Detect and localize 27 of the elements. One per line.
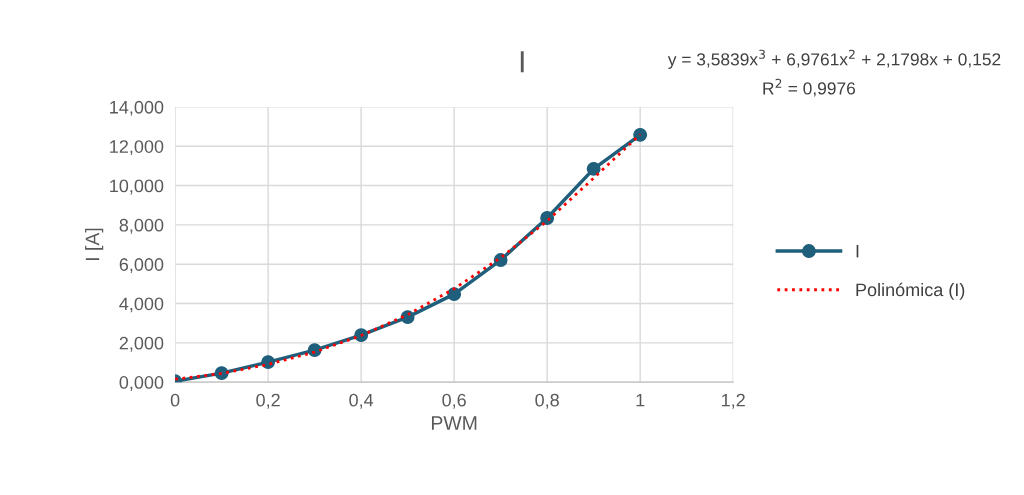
- y-tick-label: 4,000: [119, 297, 164, 313]
- x-tick-label: 0,6: [442, 393, 466, 409]
- legend-label: Polinómica (I): [856, 282, 965, 300]
- y-tick-label: 8,000: [119, 218, 164, 234]
- point: [586, 161, 601, 176]
- y-tick-label: 12,000: [110, 140, 164, 156]
- y-tick-label: 10,000: [110, 179, 164, 195]
- point: [447, 287, 462, 302]
- text: y = 3,5839x$^{3}$ + 6,9761x$^{2}$ + 2,1798x + 0,152: [667, 49, 1001, 69]
- legend-label: I: [856, 244, 859, 258]
- x-tick-label: 0: [170, 393, 180, 407]
- y-tick-label: 0,000: [119, 376, 164, 391]
- x-tick-label: 1: [636, 393, 645, 407]
- x-tick-label: 0,2: [256, 393, 280, 409]
- point: [633, 127, 648, 142]
- x-axis-title: PWM: [431, 416, 477, 430]
- x-tick-label: 1,2: [722, 393, 745, 409]
- y-tick-label: 2,000: [119, 336, 164, 352]
- point: [540, 211, 555, 225]
- y-axis-title: I [A]: [85, 228, 104, 261]
- y-tick-label: 14,000: [110, 100, 164, 116]
- x-tick-label: 0,4: [349, 393, 374, 409]
- y-tick-label: 6,000: [119, 258, 164, 274]
- text: R$^{2}$ = 0,9976: [763, 78, 856, 97]
- chart-title: I: [520, 51, 524, 73]
- point: [354, 328, 369, 343]
- x-tick-label: 0,8: [535, 393, 559, 409]
